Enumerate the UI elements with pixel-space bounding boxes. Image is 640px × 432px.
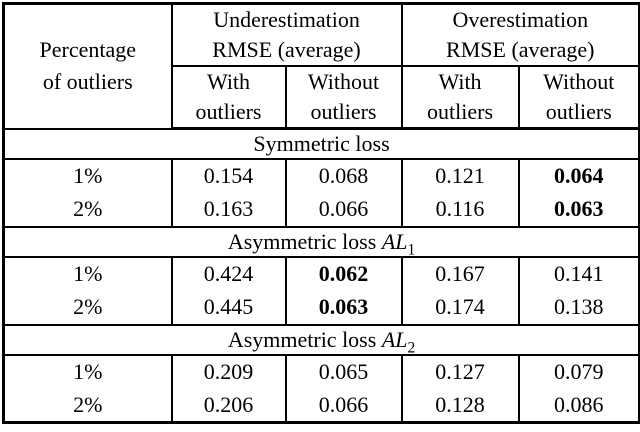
subheader-text: outliers [195,99,262,124]
value-cell: 0.063 [284,290,402,325]
subheader-text: With [206,69,251,94]
value-cell: 0.079 [517,354,640,389]
pct-cell: 1% [73,261,103,286]
section-title-al1: Asymmetric loss AL1 [3,225,640,258]
table-row-section-symmetric: Symmetric loss [3,127,640,160]
value-cell: 0.206 [170,388,286,423]
table-row: 2% 0.206 0.066 0.128 0.086 [4,388,640,423]
table-row-section-al2: Asymmetric loss AL2 [3,323,640,356]
section-title-symmetric: Symmetric loss [3,127,640,160]
value-cell: 0.141 [517,256,640,291]
section-title-subscript: 1 [407,240,416,257]
table-row-group-header: Percentage of outliers Underestimation R… [4,3,640,94]
pct-cell: 2% [73,196,103,221]
group-header-overestimation: Overestimation RMSE (average) [400,3,640,67]
value-cell: 0.086 [517,388,640,423]
value-cell: 0.128 [400,388,519,423]
section-title-math: AL [381,228,408,254]
group-header-underestimation-line2: RMSE (average) [212,37,361,62]
group-header-overestimation-line1: Overestimation [452,7,589,32]
group-header-underestimation-line1: Underestimation [213,7,360,32]
value-cell: 0.066 [284,192,402,227]
value-cell: 0.163 [170,192,286,227]
value-cell: 0.065 [284,354,402,389]
value-cell: 0.174 [400,290,519,325]
value-cell: 0.062 [284,256,402,291]
subheader-text: With [438,69,482,94]
value-cell: 0.064 [517,158,640,193]
section-title-subscript: 2 [407,338,416,355]
corner-header-line2: of outliers [42,69,133,95]
value-cell: 0.424 [170,256,286,291]
value-cell: 0.138 [517,290,640,325]
section-title-al2: Asymmetric loss AL2 [3,323,640,356]
subheader-text: outliers [427,99,494,124]
value-cell: 0.066 [284,388,402,423]
subheader-text: outliers [310,99,377,124]
section-title-math: AL [381,326,408,352]
value-cell: 0.063 [517,192,640,227]
value-cell: 0.121 [400,158,519,193]
pct-cell: 2% [73,294,103,319]
value-cell: 0.167 [400,256,519,291]
value-cell: 0.116 [400,192,519,227]
value-cell: 0.209 [170,354,286,389]
subheader-over-without: Without outliers [517,66,640,130]
group-header-underestimation: Underestimation RMSE (average) [170,3,402,67]
table-row-sub-header: With outliers Without outliers With outl… [4,66,640,130]
section-title-text: Symmetric loss [253,130,390,156]
value-cell: 0.154 [170,158,286,193]
subheader-under-with: With outliers [170,66,286,130]
value-cell: 0.445 [170,290,286,325]
group-header-overestimation-line2: RMSE (average) [446,37,595,62]
table-row: 2% 0.163 0.066 0.116 0.063 [4,192,640,227]
results-table: Percentage of outliers Underestimation R… [2,2,640,424]
pct-cell: 1% [73,163,103,188]
pct-cell: 2% [73,391,103,417]
value-cell: 0.068 [284,158,402,193]
subheader-under-without: Without outliers [284,66,402,130]
pct-cell: 1% [73,359,103,384]
corner-header-line1: Percentage [39,37,137,63]
corner-header-cell: Percentage of outliers [4,4,172,129]
table-row-section-al1: Asymmetric loss AL1 [3,225,640,258]
section-title-text: Asymmetric loss [227,228,377,254]
table-row: 1% 0.154 0.068 0.121 0.064 [4,158,640,193]
table-row: 1% 0.424 0.062 0.167 0.141 [4,256,640,291]
subheader-text: Without [543,69,615,94]
subheader-text: outliers [545,99,612,124]
table-row: 1% 0.209 0.065 0.127 0.079 [4,354,640,389]
section-title-text: Asymmetric loss [227,326,377,352]
subheader-text: Without [307,69,380,94]
table-row: 2% 0.445 0.063 0.174 0.138 [4,290,640,325]
subheader-over-with: With outliers [400,66,519,130]
value-cell: 0.127 [400,354,519,389]
